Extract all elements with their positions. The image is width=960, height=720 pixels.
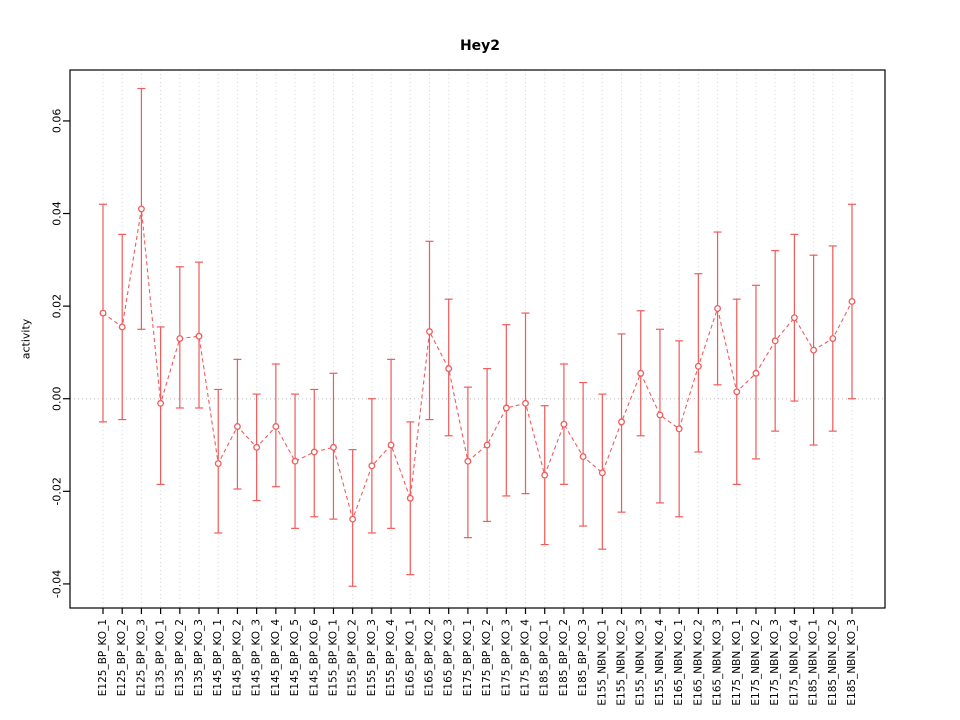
x-tick-label: E145_BP_KO_1: [212, 619, 224, 696]
data-point: [291, 457, 299, 465]
x-tick-label: E155_NBN_KO_1: [596, 619, 608, 706]
x-tick-label: E175_BP_KO_4: [520, 619, 532, 697]
data-point: [522, 399, 529, 407]
x-tick-label: E145_BP_KO_2: [231, 619, 243, 696]
data-point: [253, 443, 261, 451]
x-tick-label: E165_BP_KO_2: [423, 619, 435, 696]
data-point: [790, 314, 798, 322]
data-point: [541, 471, 549, 479]
x-tick-label: E175_NBN_KO_4: [788, 619, 800, 706]
data-point: [157, 399, 165, 407]
data-point: [99, 309, 107, 317]
x-tick-label: E155_BP_KO_4: [385, 619, 397, 697]
x-tick-label: E165_NBN_KO_1: [673, 619, 685, 706]
x-tick-label: E185_BP_KO_3: [577, 619, 589, 696]
x-tick-label: E175_NBN_KO_3: [769, 619, 781, 706]
x-tick-label: E145_BP_KO_5: [289, 619, 301, 696]
x-tick-label: E155_BP_KO_3: [366, 619, 378, 696]
data-point: [656, 411, 664, 419]
x-tick-label: E175_NBN_KO_2: [750, 619, 762, 706]
data-point: [214, 460, 222, 467]
x-tick-label: E135_BP_KO_2: [174, 619, 186, 696]
data-point: [752, 369, 760, 377]
data-point: [118, 323, 126, 331]
x-tick-label: E185_BP_KO_1: [539, 619, 551, 696]
data-point: [733, 388, 741, 396]
x-tick-label: E155_BP_KO_1: [327, 619, 339, 696]
x-tick-label: E125_BP_KO_3: [135, 619, 147, 696]
x-tick-label: E155_NBN_KO_4: [654, 619, 666, 706]
data-point: [349, 515, 357, 523]
x-tick-label: E165_NBN_KO_3: [712, 619, 724, 706]
data-point: [176, 335, 184, 342]
data-point: [771, 337, 779, 345]
x-tick-label: E185_BP_KO_2: [558, 619, 570, 696]
data-point: [426, 328, 433, 336]
x-tick-label: E135_BP_KO_3: [193, 619, 205, 696]
x-tick-label: E165_NBN_KO_2: [692, 619, 704, 706]
data-point: [848, 298, 856, 305]
data-point: [675, 425, 683, 433]
data-point: [810, 346, 818, 354]
data-point: [445, 365, 453, 373]
x-tick-label: E185_NBN_KO_2: [827, 619, 839, 706]
data-point: [233, 423, 241, 430]
x-tick-label: E185_NBN_KO_3: [846, 619, 858, 706]
y-tick-label: -0.04: [51, 570, 64, 598]
plot-border: [69, 69, 886, 609]
data-point: [579, 453, 587, 461]
data-point: [637, 369, 645, 377]
y-tick-label: 0.00: [51, 386, 64, 411]
data-point: [714, 304, 722, 312]
data-point: [310, 448, 318, 456]
x-tick-label: E175_BP_KO_2: [481, 619, 493, 696]
series-line: [102, 208, 853, 521]
y-tick-label: 0.04: [51, 201, 64, 226]
data-point: [387, 441, 395, 449]
x-tick-label: E175_NBN_KO_1: [731, 619, 743, 706]
x-tick-label: E185_NBN_KO_1: [808, 619, 820, 706]
data-point: [464, 457, 472, 465]
x-tick-label: E175_BP_KO_3: [500, 619, 512, 696]
y-tick-label: -0.02: [51, 477, 64, 505]
chart-title: Hey2: [459, 38, 501, 54]
x-tick-label: E145_BP_KO_4: [270, 619, 282, 697]
data-point: [137, 205, 145, 213]
x-tick-label: E165_BP_KO_1: [404, 619, 416, 696]
data-point: [618, 418, 625, 426]
y-tick-label: 0.06: [51, 109, 64, 134]
x-tick-label: E135_BP_KO_1: [155, 619, 167, 696]
data-point: [598, 469, 606, 477]
x-tick-label: E155_NBN_KO_3: [635, 619, 647, 706]
y-tick-label: 0.02: [51, 294, 64, 319]
x-tick-label: E145_BP_KO_6: [308, 619, 320, 697]
data-point: [829, 335, 837, 342]
data-point: [502, 404, 510, 412]
x-tick-label: E155_NBN_KO_2: [616, 619, 628, 706]
data-point: [272, 423, 280, 430]
data-point: [330, 443, 337, 451]
x-tick-label: E125_BP_KO_2: [116, 619, 128, 696]
x-tick-label: E145_BP_KO_3: [251, 619, 263, 696]
x-tick-label: E125_BP_KO_1: [97, 619, 109, 696]
data-point: [560, 420, 568, 428]
data-point: [694, 362, 702, 370]
data-point: [406, 494, 414, 502]
x-tick-label: E175_BP_KO_1: [462, 619, 474, 696]
x-tick-label: E155_BP_KO_2: [347, 619, 359, 696]
data-point: [483, 441, 491, 449]
data-point: [195, 332, 203, 340]
data-point: [368, 462, 376, 470]
x-tick-label: E165_BP_KO_3: [443, 619, 455, 696]
